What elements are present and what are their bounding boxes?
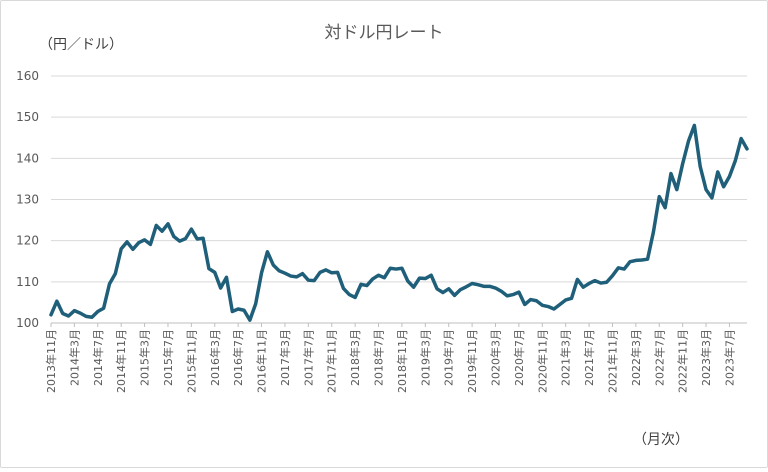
x-tick-label: 2023年7月	[722, 329, 736, 386]
x-tick-label: 2018年11月	[395, 329, 409, 393]
x-tick-labels: 2013年11月 2014年3月 2014年7月 2014年11月 2015年3月 201…	[44, 323, 736, 393]
y-tick-label: 120	[16, 234, 39, 248]
x-tick-label: 2019年11月	[465, 329, 479, 393]
series-line	[49, 123, 749, 322]
x-tick-label: 2018年7月	[372, 329, 386, 386]
x-tick-label: 2020年11月	[535, 329, 549, 393]
y-axis-unit-label: （円／ドル）	[39, 37, 123, 53]
x-tick-label: 2022年3月	[629, 329, 643, 386]
x-tick-label: 2022年7月	[652, 329, 666, 386]
y-tick-label: 160	[16, 69, 39, 83]
y-tick-label: 130	[16, 193, 39, 207]
x-tick-label: 2022年11月	[676, 329, 690, 393]
y-tick-label: 140	[16, 151, 39, 165]
y-tick-labels: 100 110 120 130 140 150 160	[16, 69, 39, 330]
x-tick-label: 2019年3月	[418, 329, 432, 386]
x-tick-label: 2021年7月	[582, 329, 596, 386]
x-tick-label: 2017年11月	[325, 329, 339, 393]
y-tick-label: 110	[16, 275, 39, 289]
x-tick-label: 2016年7月	[231, 329, 245, 386]
x-tick-label: 2023年3月	[699, 329, 713, 386]
x-tick-label: 2014年3月	[67, 329, 81, 386]
x-tick-label: 2021年11月	[605, 329, 619, 393]
gridlines	[51, 75, 747, 324]
x-tick-label: 2015年3月	[138, 329, 152, 386]
x-tick-label: 2017年7月	[301, 329, 315, 386]
x-tick-label: 2018年3月	[348, 329, 362, 386]
x-tick-label: 2020年3月	[489, 329, 503, 386]
x-tick-label: 2014年7月	[91, 329, 105, 386]
x-tick-label: 2016年11月	[255, 329, 269, 393]
x-tick-label: 2015年11月	[184, 329, 198, 393]
x-tick-label: 2021年3月	[559, 329, 573, 386]
series-group	[49, 123, 749, 322]
x-tick-label: 2015年7月	[161, 329, 175, 386]
chart-title: 対ドル円レート	[325, 23, 444, 43]
x-tick-label: 2020年7月	[512, 329, 526, 386]
x-tick-label: 2016年3月	[208, 329, 222, 386]
x-tick-label: 2013年11月	[44, 329, 58, 393]
y-tick-label: 100	[16, 316, 39, 330]
x-tick-label: 2019年7月	[442, 329, 456, 386]
y-tick-label: 150	[16, 110, 39, 124]
x-tick-label: 2014年11月	[114, 329, 128, 393]
x-tick-label: 2017年3月	[278, 329, 292, 386]
x-axis-unit-label: （月次）	[633, 432, 689, 448]
